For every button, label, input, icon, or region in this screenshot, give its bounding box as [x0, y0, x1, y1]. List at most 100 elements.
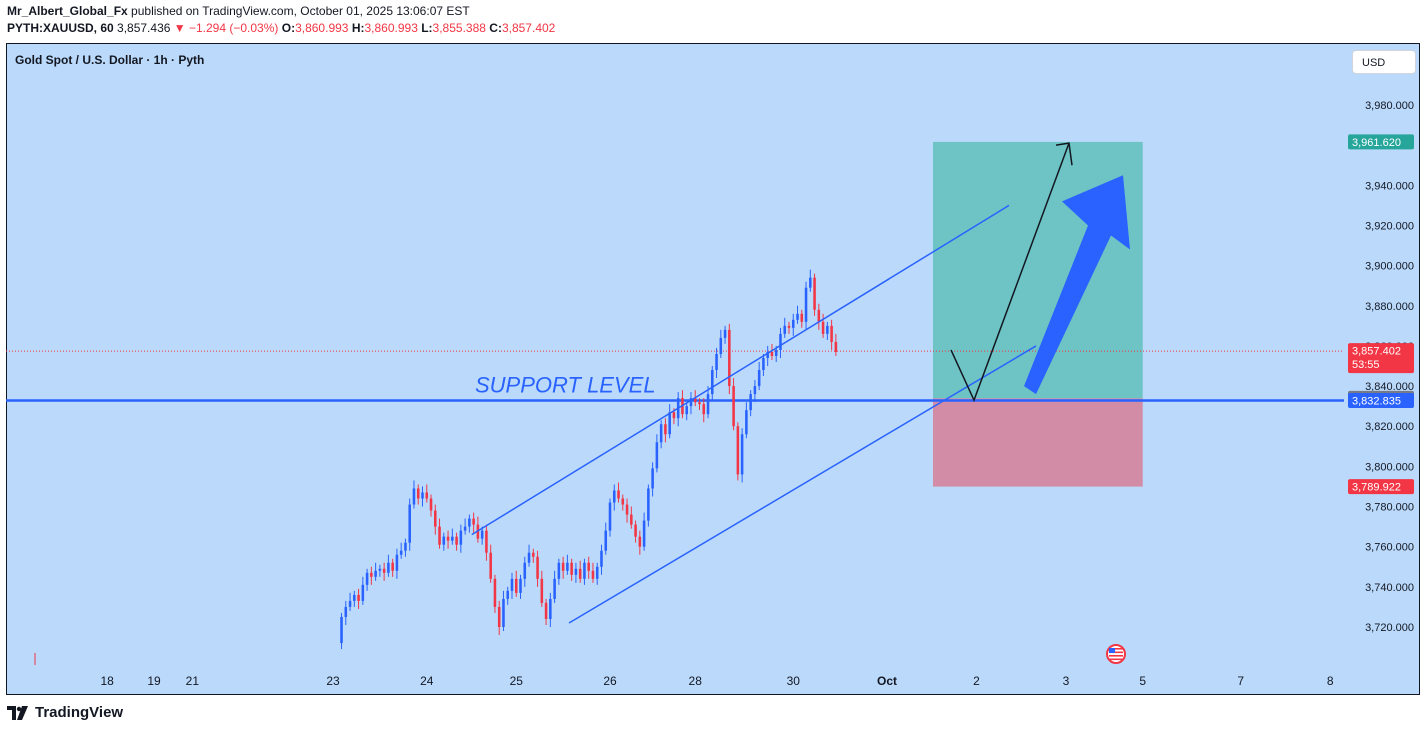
candle-body: [770, 351, 774, 356]
candle-body: [693, 398, 697, 403]
candle: [702, 398, 706, 423]
candle: [540, 570, 544, 607]
candle-body: [536, 556, 539, 579]
candle-body: [506, 590, 510, 599]
candle-body: [719, 337, 723, 354]
candle-body: [387, 562, 390, 573]
flag-stripe: [1109, 655, 1123, 657]
candle-body: [348, 600, 352, 607]
candle: [408, 498, 411, 551]
tradingview-logo[interactable]: TradingView: [7, 704, 123, 721]
candle-body: [519, 578, 522, 593]
chart-title: Gold Spot / U.S. Dollar · 1h · Pyth: [15, 53, 204, 67]
candle: [463, 518, 467, 535]
candle-body: [463, 526, 467, 531]
author-name[interactable]: Mr_Albert_Global_Fx: [7, 4, 128, 18]
price-tag-label: 3,857.402: [1352, 346, 1401, 358]
candle: [497, 600, 501, 636]
candle: [711, 366, 714, 401]
candle: [595, 562, 599, 585]
candle: [625, 498, 629, 523]
candle-body: [370, 572, 373, 577]
candle: [506, 586, 510, 605]
candle-body: [668, 412, 671, 435]
price-tag-bg: [1348, 134, 1414, 150]
candle: [446, 530, 450, 549]
blue-arrow: [1024, 175, 1130, 395]
candle: [689, 392, 693, 415]
candle-body: [647, 488, 650, 521]
candle: [382, 562, 386, 581]
candle-body: [493, 578, 497, 607]
candle-body: [468, 518, 471, 527]
candle-body: [357, 594, 360, 601]
price-chart[interactable]: Gold Spot / U.S. Dollar · 1h · Pyth SUPPO…: [6, 43, 1420, 695]
y-tick-label: 3,880.000: [1365, 301, 1414, 313]
candle-body: [459, 530, 463, 545]
chart-area[interactable]: [6, 43, 1420, 695]
candle: [770, 343, 774, 360]
candle: [749, 390, 752, 417]
stop-zone: [933, 398, 1143, 487]
x-tick-label: Oct: [877, 674, 897, 688]
price-tag-label: 3,832.835: [1352, 395, 1401, 407]
x-tick-label: 21: [186, 674, 200, 688]
candle-body: [378, 568, 382, 571]
projection-path: [950, 142, 1070, 403]
flag-canton: [1109, 648, 1115, 653]
candle: [425, 484, 429, 503]
y-tick-label: 3,740.000: [1365, 582, 1414, 594]
candle: [834, 333, 838, 356]
candle-body: [685, 406, 688, 415]
candle: [421, 486, 424, 507]
candle-body: [510, 578, 514, 591]
candle: [527, 544, 531, 567]
candle: [459, 524, 463, 553]
candle: [489, 544, 492, 583]
candle: [519, 574, 522, 599]
candle-body: [732, 386, 735, 427]
candle: [514, 570, 518, 597]
x-tick-label: 2: [973, 674, 980, 688]
candle: [391, 558, 394, 577]
candle: [791, 313, 795, 336]
candle: [485, 524, 488, 561]
candle: [472, 512, 475, 533]
candle: [574, 562, 578, 583]
candle-body: [689, 398, 693, 407]
candle-body: [382, 568, 386, 573]
low-label: L:: [421, 21, 433, 35]
candle: [817, 303, 821, 330]
candle: [783, 317, 787, 338]
candle-body: [591, 570, 595, 579]
close-label: C:: [489, 21, 502, 35]
support-level-label: SUPPORT LEVEL: [475, 372, 656, 397]
candle: [561, 556, 565, 579]
x-tick-label: 28: [689, 674, 703, 688]
countdown-label: 53:55: [1352, 359, 1380, 371]
x-tick-label: 26: [603, 674, 617, 688]
x-tick-label: 7: [1237, 674, 1244, 688]
candle: [719, 329, 723, 358]
candle-body: [791, 319, 795, 328]
candle: [826, 321, 829, 340]
candle-body: [374, 570, 377, 577]
currency-button[interactable]: USD: [1352, 50, 1416, 74]
candle-body: [438, 526, 441, 545]
candle-body: [766, 351, 769, 358]
candle-body: [749, 394, 752, 411]
candle: [591, 562, 595, 583]
candle-body: [404, 542, 407, 551]
price-tag: 3,961.620: [1348, 134, 1414, 150]
candle-body: [425, 492, 429, 499]
candle-body: [804, 287, 808, 322]
candle: [809, 269, 812, 292]
y-tick-label: 3,920.000: [1365, 220, 1414, 232]
candle: [451, 528, 454, 545]
candle: [821, 313, 825, 338]
candle: [434, 504, 437, 535]
candle-body: [416, 488, 420, 499]
candle: [357, 588, 360, 609]
candle-body: [757, 370, 761, 387]
candle-body: [638, 536, 642, 547]
